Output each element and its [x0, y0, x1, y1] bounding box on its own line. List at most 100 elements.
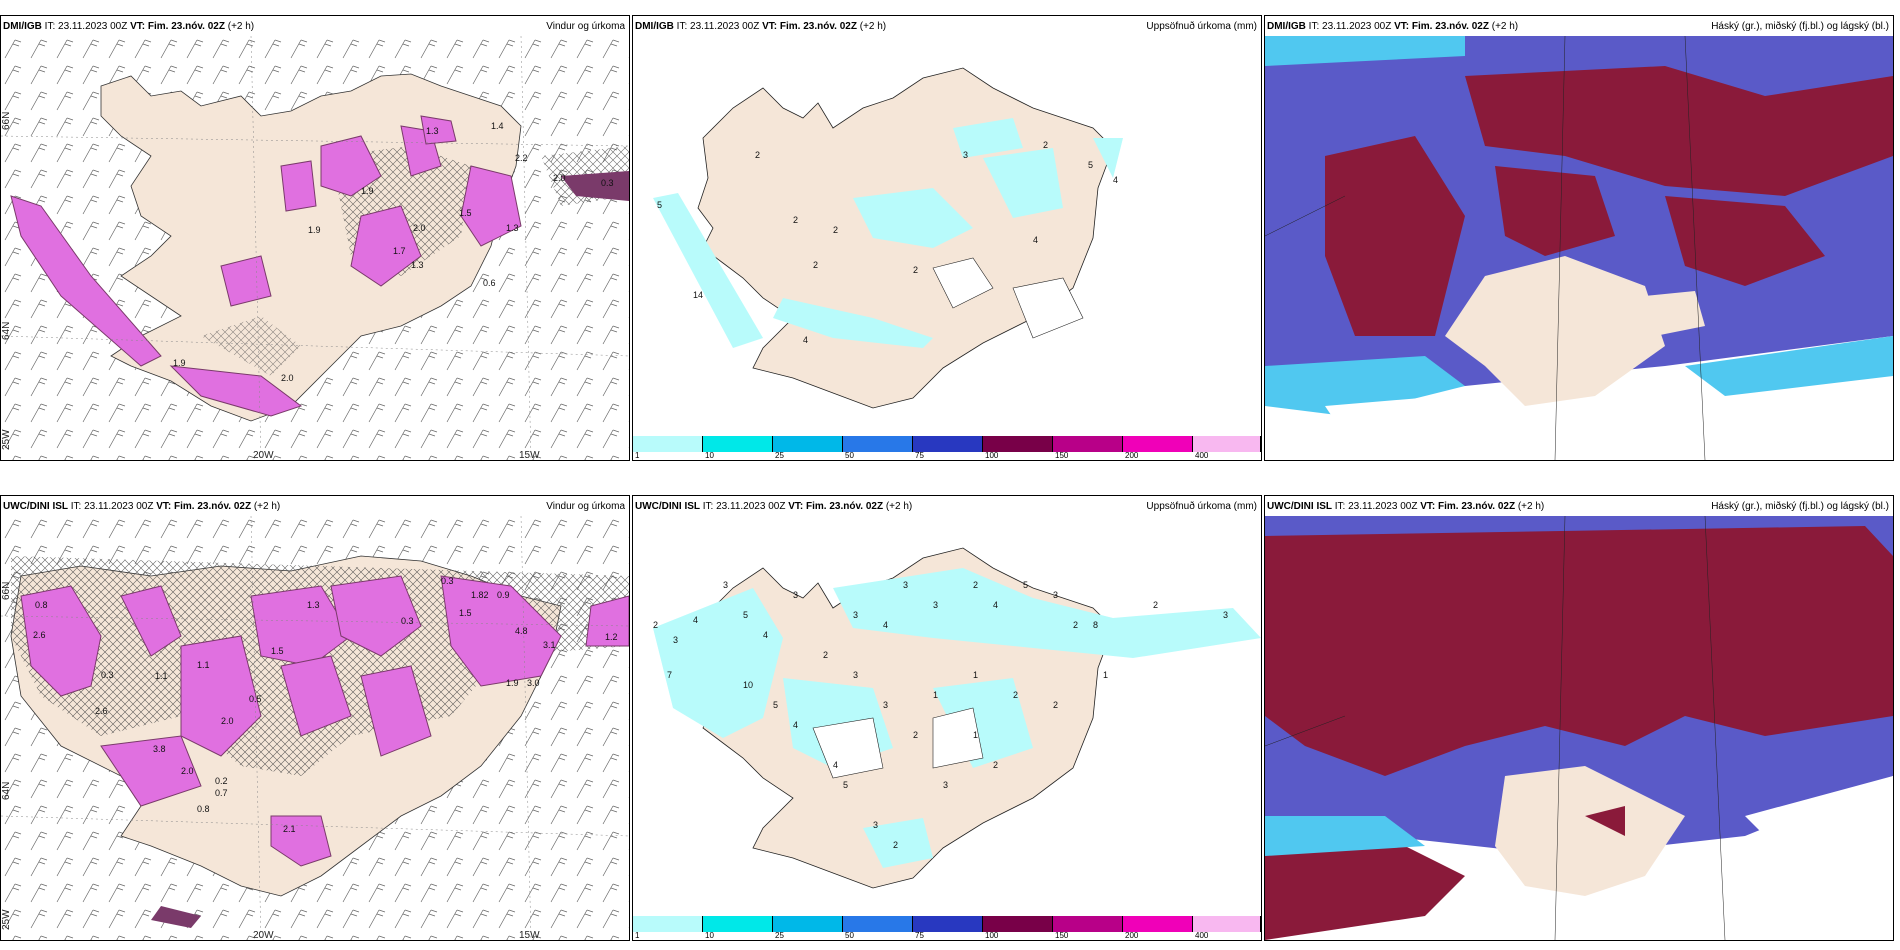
- precip-value: 1.3: [506, 223, 519, 233]
- panel-dmi-clouds: DMI/IGB IT: 23.11.2023 00Z VT: Fim. 23.n…: [1264, 15, 1894, 461]
- acc-value: 5: [1088, 160, 1093, 170]
- acc-value: 2: [793, 215, 798, 225]
- acc-value: 2: [913, 730, 918, 740]
- colorbar-segment: [773, 436, 843, 452]
- colorbar-tick: 25: [775, 931, 784, 940]
- colorbar-segment: [913, 436, 983, 452]
- acc-value: 2: [913, 265, 918, 275]
- colorbar-tick: 1: [635, 451, 640, 460]
- acc-value: 4: [833, 760, 838, 770]
- acc-value: 4: [993, 600, 998, 610]
- acc-value: 4: [763, 630, 768, 640]
- acc-value: 2: [973, 580, 978, 590]
- acc-value: 1: [933, 690, 938, 700]
- acc-value: 1: [973, 670, 978, 680]
- colorbar-tick: 50: [845, 451, 854, 460]
- lat-label: 66N: [1, 582, 12, 600]
- acc-value: 2: [755, 150, 760, 160]
- precip-value: 2.0: [413, 223, 426, 233]
- acc-value: 2: [993, 760, 998, 770]
- acc-value: 2: [653, 620, 658, 630]
- colorbar-tick: 400: [1195, 451, 1209, 460]
- precip-value: 2.0: [221, 716, 234, 726]
- lon-label: 15W: [519, 450, 540, 460]
- acc-value: 2: [1053, 700, 1058, 710]
- colorbar-segment: [1193, 436, 1261, 452]
- panel-header: UWC/DINI ISL IT: 23.11.2023 00Z VT: Fim.…: [1, 496, 629, 516]
- precip-value: 0.2: [215, 776, 228, 786]
- colorbar-segment: [633, 916, 703, 932]
- precip-value: 4.8: [515, 626, 528, 636]
- lat-label: 64N: [1, 782, 12, 800]
- precip-value: 1.1: [155, 671, 168, 681]
- precip-value: 1.4: [491, 121, 504, 131]
- precip-value: 1.9: [308, 225, 321, 235]
- precip-value: 0.3: [441, 576, 454, 586]
- colorbar-tick: 50: [845, 931, 854, 940]
- panel-dmi-wind-precip: DMI/IGB IT: 23.11.2023 00Z VT: Fim. 23.n…: [0, 15, 630, 461]
- acc-value: 5: [657, 200, 662, 210]
- acc-value: 4: [883, 620, 888, 630]
- colorbar-segment: [1053, 916, 1123, 932]
- colorbar-tick: 10: [705, 931, 714, 940]
- panel-uwc-clouds: UWC/DINI ISL IT: 23.11.2023 00Z VT: Fim.…: [1264, 495, 1894, 941]
- panel-header: UWC/DINI ISL IT: 23.11.2023 00Z VT: Fim.…: [633, 496, 1261, 516]
- precip-value: 0.8: [197, 804, 210, 814]
- acc-value: 3: [873, 820, 878, 830]
- precip-value: 0.6: [483, 278, 496, 288]
- precip-value: 1.3: [307, 600, 320, 610]
- colorbar-segment: [1123, 916, 1193, 932]
- colorbar-segment: [1123, 436, 1193, 452]
- precip-value: 2.6: [33, 630, 46, 640]
- acc-value: 7: [667, 670, 672, 680]
- colorbar-segment: [1193, 916, 1261, 932]
- acc-value: 2: [1073, 620, 1078, 630]
- colorbar-segment: [1053, 436, 1123, 452]
- acc-value: 3: [673, 635, 678, 645]
- acc-value: 3: [793, 590, 798, 600]
- precip-value: 0.5: [249, 694, 262, 704]
- precip-value: 2.1: [283, 824, 296, 834]
- colorbar-tick: 1: [635, 931, 640, 940]
- acc-value: 14: [693, 290, 703, 300]
- precip-colorbar: 1 10 25 50 75 100 150 200 400: [633, 916, 1261, 940]
- precip-value: 3.8: [153, 744, 166, 754]
- accumulated-precip-map: 5 2 2 3 5 4 2 4 2 2 14 4 2: [653, 67, 1123, 409]
- acc-value: 2: [1153, 600, 1158, 610]
- acc-value: 5: [743, 610, 748, 620]
- panel-run-info: DMI/IGB IT: 23.11.2023 00Z VT: Fim. 23.n…: [635, 21, 887, 32]
- panel-title: Háský (gr.), miðský (fj.bl.) og lágský (…: [1711, 501, 1889, 512]
- acc-value: 3: [963, 150, 968, 160]
- precip-value: 1.3: [411, 260, 424, 270]
- acc-value: 2: [893, 840, 898, 850]
- acc-value: 5: [773, 700, 778, 710]
- acc-value: 3: [933, 600, 938, 610]
- lat-label: 64N: [1, 322, 12, 340]
- colorbar-tick: 400: [1195, 931, 1209, 940]
- colorbar-tick: 100: [985, 451, 999, 460]
- colorbar-tick: 10: [705, 451, 714, 460]
- acc-value: 8: [1093, 620, 1098, 630]
- precip-value: 1.3: [426, 126, 439, 136]
- panel-run-info: UWC/DINI ISL IT: 23.11.2023 00Z VT: Fim.…: [635, 501, 913, 512]
- precip-value: 0.8: [35, 600, 48, 610]
- colorbar-tick: 75: [915, 451, 924, 460]
- precip-value: 0.9: [497, 590, 510, 600]
- acc-value: 2: [813, 260, 818, 270]
- precip-value: 1.2: [605, 632, 618, 642]
- lon-label: 15W: [519, 930, 540, 940]
- panel-header: DMI/IGB IT: 23.11.2023 00Z VT: Fim. 23.n…: [633, 16, 1261, 36]
- colorbar-tick: 100: [985, 931, 999, 940]
- acc-value: 2: [823, 650, 828, 660]
- precip-value: 1.9: [361, 186, 374, 196]
- precip-value: 0.3: [601, 178, 614, 188]
- acc-value: 3: [943, 780, 948, 790]
- colorbar-segment: [913, 916, 983, 932]
- colorbar-tick: 150: [1055, 451, 1069, 460]
- precip-value: 2.2: [515, 153, 528, 163]
- acc-value: 4: [803, 335, 808, 345]
- precip-colorbar: 1 10 25 50 75 100 150 200 400: [633, 436, 1261, 460]
- panel-title: Vindur og úrkoma: [546, 21, 625, 32]
- colorbar-tick: 25: [775, 451, 784, 460]
- precip-value: 0.3: [101, 670, 114, 680]
